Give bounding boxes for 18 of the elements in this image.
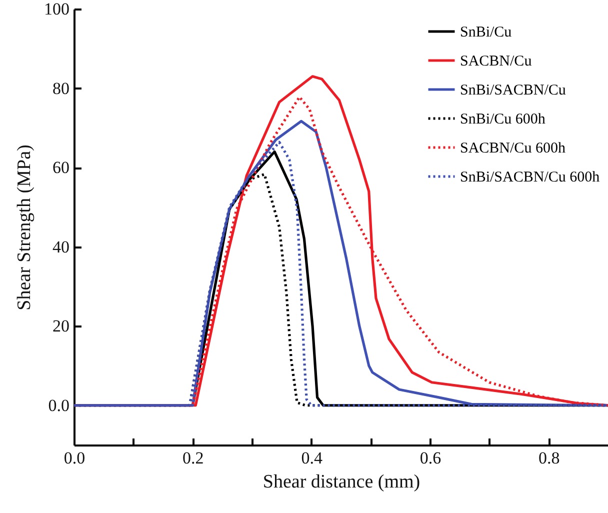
- legend-label: SACBN/Cu 600h: [460, 140, 566, 156]
- y-tick-label: 20: [52, 316, 70, 336]
- x-tick-label: 0.8: [538, 448, 560, 468]
- y-tick-label: 60: [52, 158, 70, 178]
- y-tick-label: 40: [52, 237, 70, 256]
- x-tick-label: 0.6: [420, 448, 442, 468]
- legend-label: SnBi/Cu 600h: [460, 112, 546, 128]
- x-tick-label: 0.4: [301, 448, 323, 468]
- y-axis-title: Shear Strength (MPa): [14, 144, 35, 310]
- x-axis-title: Shear distance (mm): [262, 472, 420, 492]
- legend-label: SnBi/SACBN/Cu: [460, 82, 566, 98]
- y-tick-label: 100: [44, 0, 70, 18]
- y-tick-label: 0.0: [48, 396, 70, 415]
- x-tick-label: 0.2: [182, 448, 204, 468]
- y-tick-label: 80: [52, 78, 70, 98]
- legend-label: SnBi/SACBN/Cu 600h: [460, 170, 600, 186]
- legend-label: SACBN/Cu: [460, 54, 532, 70]
- legend-label: SnBi/Cu: [460, 24, 512, 40]
